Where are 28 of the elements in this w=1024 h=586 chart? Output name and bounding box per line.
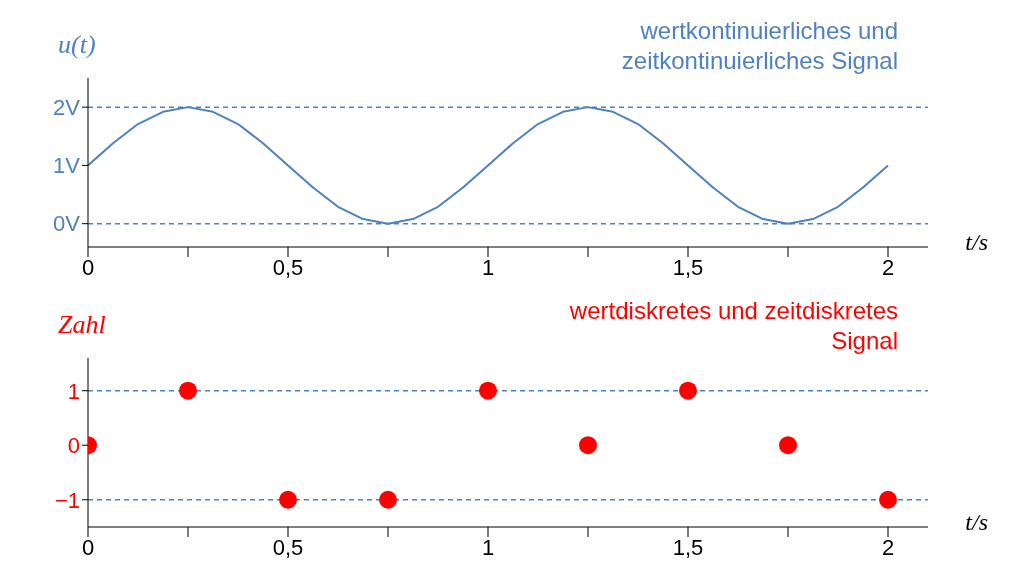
y-tick-label: 0V	[53, 211, 81, 237]
point	[379, 490, 397, 509]
point	[779, 436, 797, 455]
x-axis-title: t/s	[965, 229, 988, 256]
x-tick-label: 0,5	[272, 534, 304, 560]
x-tick-label: 2	[881, 534, 895, 560]
x-tick-label: 1,5	[672, 254, 704, 280]
x-tick-label: 1	[481, 254, 495, 280]
x-tick-label: 1,5	[672, 534, 704, 560]
point	[179, 381, 197, 400]
point	[679, 381, 697, 400]
chart-title: wertdiskretes und zeitdiskretes Signal	[568, 296, 898, 356]
x-tick-label: 1	[481, 534, 495, 560]
chart-title: wertkontinuierliches und zeitkontinuierliches Signal	[620, 16, 898, 76]
y-tick-label: 1V	[53, 153, 81, 179]
y-tick-label: 1	[67, 378, 80, 404]
x-axis-title: t/s	[965, 509, 988, 536]
y-tick-label: 0	[67, 433, 80, 459]
point	[579, 436, 597, 455]
x-tick-label: 2	[881, 254, 895, 280]
point	[479, 381, 497, 400]
y-axis-title: Zahl	[58, 310, 106, 340]
x-tick-label: 0,5	[272, 254, 304, 280]
y-tick-label: −1	[54, 487, 80, 513]
point	[879, 490, 897, 509]
y-tick-label: 2V	[53, 94, 81, 120]
y-axis-title: u(t)	[58, 30, 96, 60]
point	[279, 490, 297, 509]
